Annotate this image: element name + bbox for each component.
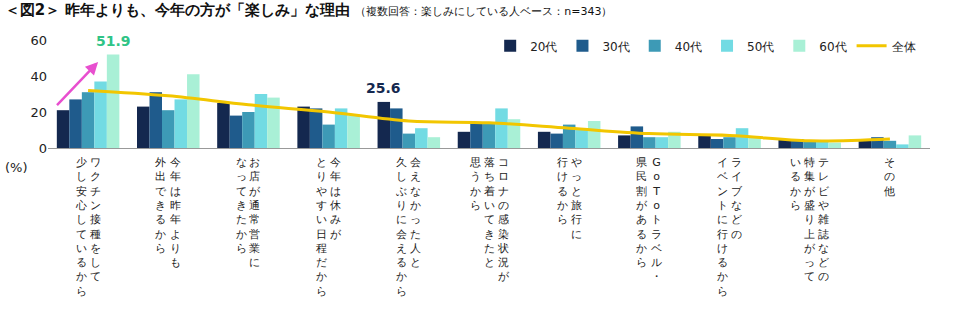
svg-text:イベントに行けるから: イベントに行けるから [717,156,728,298]
svg-text:とりやすい日程だから: とりやすい日程だから [316,156,327,298]
svg-text:50代: 50代 [747,40,774,54]
svg-text:少し安心しているから: 少し安心しているから [75,156,87,298]
svg-text:行けるから: 行けるから [557,156,568,226]
svg-text:30代: 30代 [602,40,629,54]
svg-text:その他: その他 [884,156,895,198]
svg-text:40: 40 [30,69,47,84]
svg-text:GoToトラベル・: GoToトラベル・ [651,156,662,283]
svg-text:外出できるから: 外出できるから [155,156,167,255]
svg-text:テレビや雑誌などの: テレビや雑誌などの [818,156,830,283]
svg-text:いるから: いるから [790,156,801,212]
svg-text:久しぶりに会えるから: 久しぶりに会えるから [396,156,407,298]
svg-text:60: 60 [30,33,47,48]
svg-text:(%): (%) [5,160,28,175]
svg-text:思うから: 思うから [469,156,481,212]
svg-text:＜図2＞ 昨年よりも、今年の方が「楽しみ」な理由 （複数回答: ＜図2＞ 昨年よりも、今年の方が「楽しみ」な理由 （複数回答：楽しみにしている人… [5,1,613,19]
svg-text:今年は昨年よりも: 今年は昨年よりも [170,156,181,269]
svg-text:20代: 20代 [530,40,557,54]
svg-text:51.9: 51.9 [96,33,131,49]
svg-text:落ち着いてきたと: 落ち着いてきたと [484,156,495,269]
svg-text:25.6: 25.6 [366,80,401,96]
svg-text:20: 20 [30,105,47,120]
svg-text:0: 0 [39,141,47,156]
svg-text:ライブなどの: ライブなどの [731,156,743,241]
svg-text:コロナの感染状況が: コロナの感染状況が [497,156,510,283]
svg-text:なってきたから: なってきたから [236,156,247,255]
svg-text:県民割があるから: 県民割があるから [636,156,648,269]
svg-text:60代: 60代 [819,40,846,54]
svg-text:全体: 全体 [892,40,916,54]
svg-text:特集が盛り上がって: 特集が盛り上がって [804,156,816,283]
svg-text:会えなかった人と: 会えなかった人と [410,156,421,269]
svg-text:やっと旅行に: やっと旅行に [571,156,582,241]
svg-text:40代: 40代 [675,40,702,54]
svg-text:ワクチン接種をして: ワクチン接種をして [90,156,101,283]
svg-text:今年は休みが: 今年は休みが [330,156,342,241]
svg-text:お店が通常営業に: お店が通常営業に [249,156,261,269]
